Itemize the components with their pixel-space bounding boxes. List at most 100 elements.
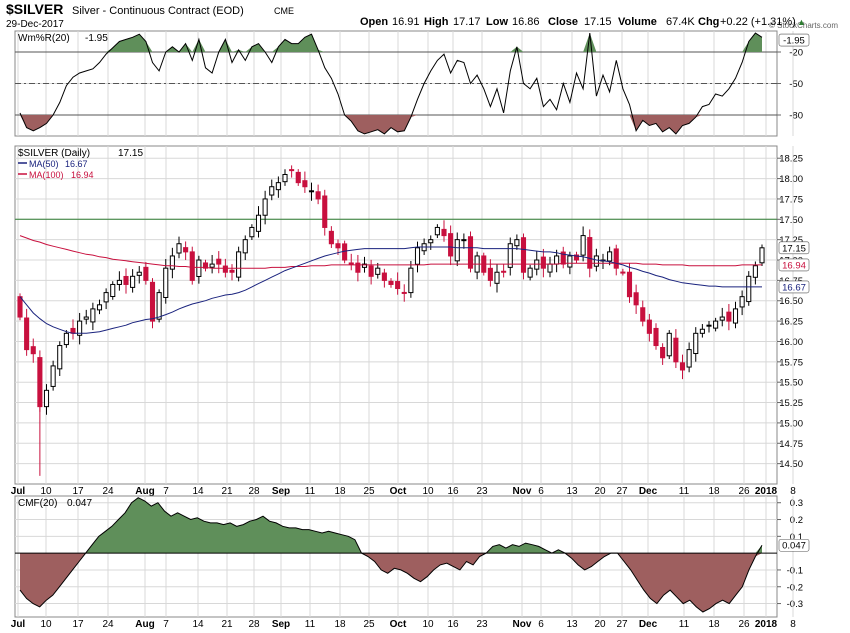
candle-body [580, 235, 586, 256]
candle-body [149, 281, 156, 322]
security-name: Silver - Continuous Contract (EOD) [72, 5, 244, 17]
oversold-area [20, 115, 762, 134]
last-value-tag-box [778, 538, 810, 552]
candle-body [520, 237, 527, 273]
x-tick-label: Jul [11, 619, 26, 630]
open-value: 16.91 [392, 16, 420, 28]
x-tick-label: 17 [72, 619, 84, 630]
x-tick-label: 11 [679, 486, 690, 497]
y-tick-label: 14.75 [779, 439, 803, 450]
candle-body [143, 266, 149, 281]
x-tick-label: 14 [192, 619, 204, 630]
x-tick-label: 14 [192, 486, 204, 497]
candle-body [123, 275, 129, 285]
x-tick-label: 10 [40, 486, 52, 497]
x-tick-label: 23 [476, 619, 488, 630]
candle-body [262, 198, 268, 216]
candle-body [540, 256, 546, 269]
candle-body [335, 243, 341, 249]
legend-ma100-value: 16.94 [71, 170, 94, 180]
y-tick-label: -20 [789, 48, 803, 59]
candle-body [302, 180, 308, 188]
candle-body [607, 251, 613, 262]
candle-body [24, 317, 30, 351]
candle-body [222, 265, 228, 273]
candle-body [693, 332, 699, 355]
candle-body [96, 304, 103, 311]
last-close-tag: 17.15 [782, 243, 806, 254]
candle-body [77, 320, 83, 336]
x-tick-label: 21 [221, 619, 233, 630]
legend-ma50-value: 16.67 [65, 159, 88, 169]
candle-body [401, 291, 407, 294]
panel-label-value: 0.047 [67, 498, 92, 509]
y-tick-label: 17.25 [779, 235, 803, 246]
candle-body [242, 239, 248, 254]
candle-body [103, 292, 109, 303]
y-tick-label: -80 [789, 111, 803, 122]
last-value-tag: -1.95 [783, 36, 805, 47]
candle-body [216, 258, 222, 265]
x-tick-label: 27 [616, 486, 628, 497]
candle-body [328, 230, 334, 245]
candle-body [116, 279, 122, 285]
y-tick-label: 17.50 [779, 215, 803, 226]
legend-ma100-name: MA(100) [29, 170, 64, 180]
chart-date: 29-Dec-2017 [6, 19, 64, 30]
candle-body [461, 239, 467, 242]
y-tick-label: 0.3 [790, 498, 803, 509]
ohlc-header: Open 16.91 High 17.17 Low 16.86 Close 17… [360, 16, 806, 28]
x-tick-label: 25 [363, 619, 375, 630]
panel-label-name: CMF(20) [18, 498, 57, 509]
candle-body [560, 251, 566, 265]
candle-body [295, 171, 301, 184]
series-value: 17.15 [118, 148, 143, 159]
candle-body [547, 263, 553, 273]
candle-body [673, 337, 679, 363]
willr-line [19, 32, 763, 135]
candle-body [315, 191, 321, 200]
x-tick-label: 7 [163, 486, 169, 497]
candle-body [395, 281, 401, 290]
y-tick-label: 17.75 [779, 194, 803, 205]
candle-body [381, 272, 387, 281]
low-label: Low [486, 16, 508, 28]
y-tick-label: -0.3 [787, 599, 803, 610]
candle-body [527, 267, 533, 278]
y-tick-label: 16.50 [779, 296, 803, 307]
candle-body [63, 332, 69, 346]
last-close-tag-box [778, 241, 810, 255]
x-tick-label: 10 [422, 486, 434, 497]
candle-body [189, 251, 195, 281]
candle-body [368, 265, 374, 277]
open-label: Open [360, 16, 388, 28]
low-value: 16.86 [512, 16, 540, 28]
candle-body [209, 263, 215, 268]
x-tick-label: 18 [708, 619, 720, 630]
candle-body [739, 296, 745, 308]
candle-body [269, 186, 275, 196]
candle-body [699, 328, 705, 334]
exchange: CME [274, 6, 294, 16]
x-tick-label: 24 [102, 486, 114, 497]
candle-body [348, 262, 354, 265]
candle-body [289, 169, 295, 172]
candle-body [719, 316, 725, 321]
y-tick-label: 15.50 [779, 378, 803, 389]
candle-body [249, 226, 255, 238]
candle-body [176, 243, 182, 254]
x-tick-label: 11 [679, 619, 690, 630]
candle-body [467, 236, 474, 269]
x-tick-label: 26 [738, 619, 750, 630]
x-tick-label: 21 [221, 486, 233, 497]
y-tick-label: 15.75 [779, 357, 803, 368]
x-tick-label: 13 [566, 486, 578, 497]
candle-body [620, 271, 626, 274]
candle-body [110, 283, 116, 298]
y-tick-label: -0.1 [787, 565, 803, 576]
candle-body [322, 195, 328, 228]
candle-body [255, 214, 262, 232]
cmf-negative-area [20, 553, 762, 612]
symbol: $SILVER [6, 1, 63, 17]
candle-body [448, 233, 454, 257]
